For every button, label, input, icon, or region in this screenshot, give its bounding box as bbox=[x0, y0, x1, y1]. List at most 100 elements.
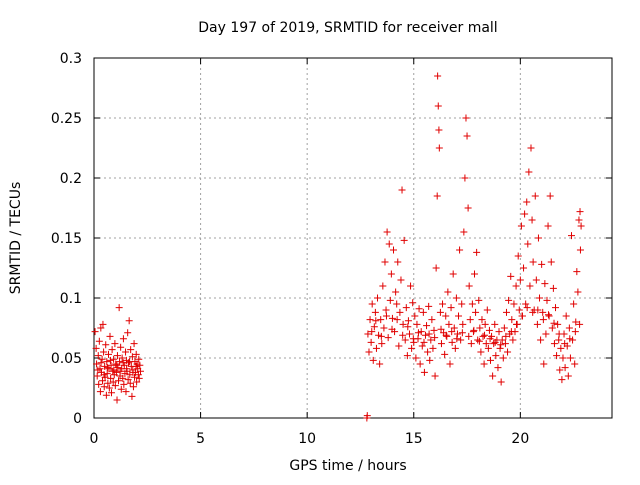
data-point bbox=[576, 246, 584, 254]
data-point bbox=[547, 258, 555, 266]
data-point bbox=[378, 340, 386, 348]
y-tick-label: 0.25 bbox=[51, 111, 82, 127]
data-point bbox=[431, 334, 439, 342]
y-tick-label: 0.3 bbox=[60, 51, 82, 67]
data-point bbox=[458, 329, 466, 337]
data-point bbox=[529, 308, 537, 316]
data-point bbox=[102, 391, 110, 399]
data-point bbox=[451, 344, 459, 352]
data-point bbox=[110, 366, 118, 374]
data-point bbox=[431, 372, 439, 380]
data-point bbox=[418, 342, 426, 350]
data-point bbox=[133, 378, 141, 386]
data-point bbox=[542, 330, 550, 338]
data-point bbox=[514, 252, 522, 260]
data-points bbox=[91, 72, 585, 422]
data-point bbox=[498, 336, 506, 344]
data-point bbox=[572, 318, 580, 326]
data-point bbox=[376, 360, 384, 368]
data-point bbox=[419, 308, 427, 316]
data-point bbox=[123, 365, 131, 373]
data-point bbox=[385, 240, 393, 248]
data-point bbox=[429, 344, 437, 352]
data-point bbox=[448, 328, 456, 336]
data-point bbox=[553, 352, 561, 360]
data-point bbox=[474, 336, 482, 344]
data-point bbox=[421, 331, 429, 339]
data-point bbox=[372, 344, 380, 352]
data-point bbox=[396, 308, 404, 316]
data-point bbox=[475, 296, 483, 304]
data-point bbox=[119, 335, 127, 343]
data-point bbox=[544, 222, 552, 230]
data-point bbox=[571, 328, 579, 336]
data-point bbox=[122, 348, 130, 356]
data-point bbox=[127, 346, 135, 354]
data-point bbox=[442, 331, 450, 339]
data-point bbox=[453, 330, 461, 338]
data-point bbox=[363, 412, 371, 420]
data-point bbox=[119, 374, 127, 382]
data-point bbox=[456, 246, 464, 254]
data-point bbox=[395, 342, 403, 350]
data-point bbox=[500, 324, 508, 332]
data-point bbox=[483, 306, 491, 314]
x-tick-label: 0 bbox=[90, 431, 99, 447]
data-point bbox=[370, 323, 378, 331]
data-point bbox=[106, 356, 114, 364]
data-point bbox=[128, 353, 136, 361]
data-point bbox=[109, 378, 117, 386]
data-point bbox=[539, 316, 547, 324]
data-point bbox=[446, 360, 454, 368]
data-point bbox=[576, 208, 584, 216]
data-point bbox=[135, 355, 143, 363]
data-point bbox=[540, 360, 548, 368]
data-point bbox=[425, 330, 433, 338]
data-point bbox=[414, 329, 422, 337]
data-point bbox=[507, 328, 515, 336]
data-point bbox=[528, 216, 536, 224]
data-point bbox=[549, 284, 557, 292]
data-point bbox=[435, 144, 443, 152]
data-point bbox=[132, 362, 140, 370]
data-point bbox=[392, 288, 400, 296]
data-point bbox=[124, 376, 132, 384]
data-point bbox=[93, 360, 101, 368]
data-point bbox=[465, 332, 473, 340]
data-point bbox=[96, 388, 104, 396]
data-point bbox=[97, 324, 105, 332]
data-point bbox=[388, 325, 396, 333]
data-point bbox=[571, 360, 579, 368]
data-point bbox=[466, 316, 474, 324]
data-point bbox=[461, 174, 469, 182]
data-point bbox=[107, 374, 115, 382]
data-point bbox=[119, 359, 127, 367]
y-tick-label: 0.1 bbox=[60, 291, 82, 307]
data-point bbox=[489, 372, 497, 380]
data-point bbox=[93, 372, 101, 380]
data-point bbox=[502, 308, 510, 316]
data-point bbox=[437, 340, 445, 348]
data-point bbox=[481, 320, 489, 328]
data-point bbox=[118, 354, 126, 362]
data-point bbox=[434, 72, 442, 80]
data-point bbox=[115, 377, 123, 385]
data-point bbox=[115, 304, 123, 312]
data-point bbox=[124, 329, 132, 337]
data-point bbox=[104, 379, 112, 387]
data-point bbox=[409, 335, 417, 343]
data-point bbox=[393, 316, 401, 324]
data-point bbox=[437, 325, 445, 333]
data-point bbox=[106, 332, 114, 340]
data-point bbox=[515, 306, 523, 314]
data-point bbox=[433, 192, 441, 200]
data-point bbox=[104, 350, 112, 358]
data-point bbox=[471, 270, 479, 278]
data-point bbox=[413, 320, 421, 328]
data-point bbox=[443, 332, 451, 340]
data-point bbox=[539, 308, 547, 316]
data-point bbox=[427, 336, 435, 344]
data-point bbox=[470, 326, 478, 334]
data-point bbox=[510, 300, 518, 308]
data-point bbox=[103, 370, 111, 378]
